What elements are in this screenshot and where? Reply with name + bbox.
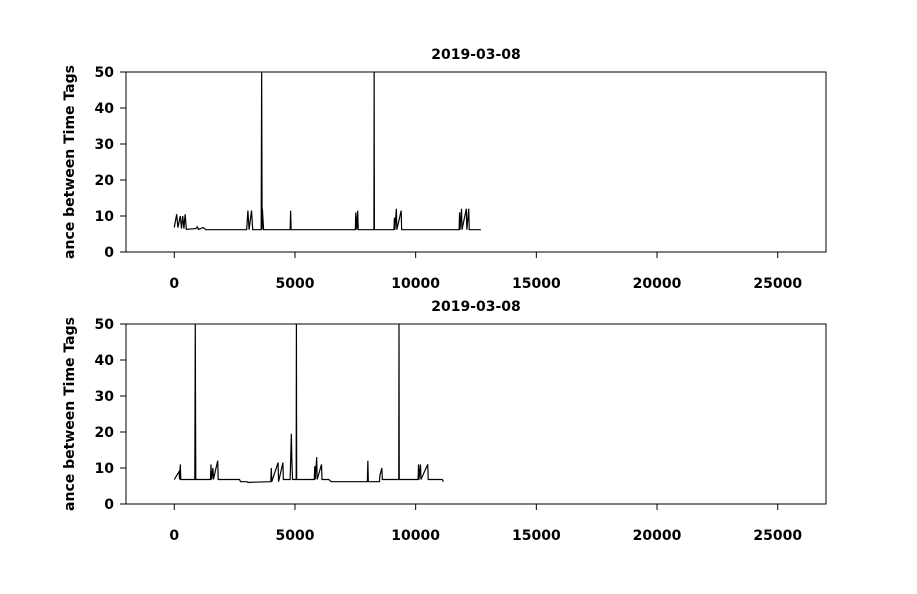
x-tick-label: 25000: [753, 276, 802, 292]
chart-title: 2019-03-08: [431, 47, 521, 63]
x-tick-label: 5000: [275, 528, 314, 544]
data-line: [173, 323, 444, 484]
x-tick-label: 5000: [275, 276, 314, 292]
y-tick-label: 0: [104, 245, 114, 261]
y-tick-label: 20: [95, 173, 115, 189]
y-tick-label: 40: [95, 353, 115, 369]
x-tick-label: 0: [169, 276, 179, 292]
plot-frame: [125, 71, 827, 253]
x-tick-label: 15000: [512, 276, 561, 292]
data-line: [173, 71, 481, 231]
y-tick-label: 20: [95, 425, 115, 441]
chart-title: 2019-03-08: [431, 299, 521, 315]
y-tick-label: 10: [95, 209, 115, 225]
plot-frame: [125, 323, 827, 505]
y-axis-label: ance between Time Tags: [62, 65, 78, 259]
y-tick-label: 50: [95, 317, 115, 333]
x-tick-label: 10000: [391, 276, 440, 292]
x-tick-label: 15000: [512, 528, 561, 544]
y-tick-label: 50: [95, 65, 115, 81]
x-tick-label: 20000: [633, 276, 682, 292]
y-axis-label: ance between Time Tags: [62, 317, 78, 511]
y-tick-label: 30: [95, 137, 115, 153]
y-tick-label: 0: [104, 497, 114, 513]
x-tick-label: 10000: [391, 528, 440, 544]
y-tick-label: 30: [95, 389, 115, 405]
x-tick-label: 0: [169, 528, 179, 544]
y-tick-label: 10: [95, 461, 115, 477]
x-tick-label: 25000: [753, 528, 802, 544]
y-tick-label: 40: [95, 101, 115, 117]
x-tick-label: 20000: [633, 528, 682, 544]
